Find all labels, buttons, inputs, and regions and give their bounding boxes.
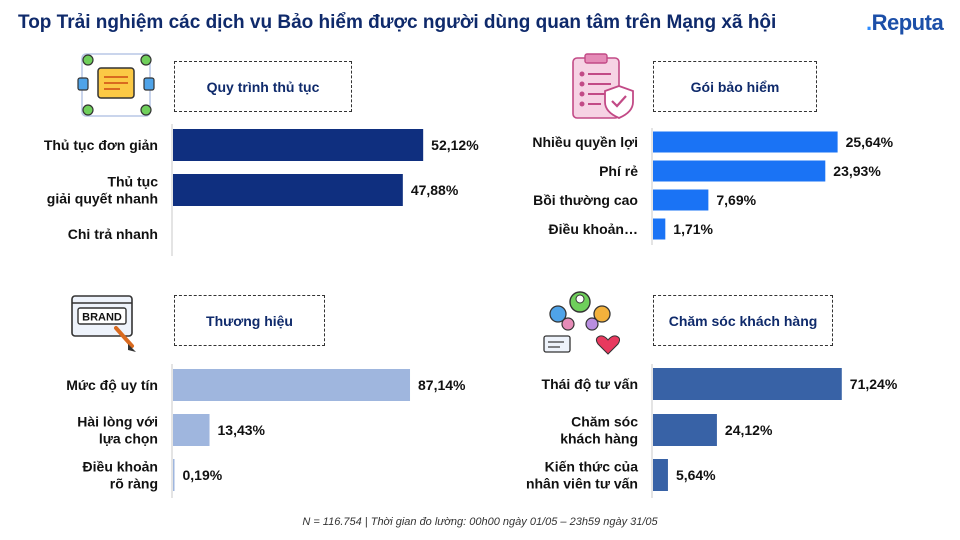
category-label: Mức độ uy tín (66, 377, 158, 393)
category-label: Điều khoản… (549, 221, 638, 237)
data-label: 25,64% (846, 134, 894, 150)
bar (653, 459, 668, 491)
data-label: 52,12% (431, 137, 479, 153)
bar (653, 160, 826, 182)
bar (173, 414, 210, 446)
bar (173, 174, 403, 206)
category-label: Thái độ tư vấn (542, 376, 638, 392)
category-box-customer-care: Chăm sóc khách hàng (653, 295, 833, 346)
data-label: 71,24% (850, 376, 898, 392)
bar-chart-panel-4: Thái độ tư vấn 71,24% Chăm sóc khách hàng 24… (526, 364, 898, 498)
bar (173, 369, 411, 401)
bar-chart-panel-1: Thủ tục đơn giản 52,12% Thủ tục giải quyết … (44, 124, 479, 256)
category-label: Điều khoản rõ ràng (83, 459, 158, 492)
bar-chart-panel-2: Nhiều quyền lợi 25,64% Phí rẻ 23,93% Bồi thư… (532, 128, 894, 245)
category-label: Thủ tục đơn giản (44, 137, 158, 153)
workflow-icon (77, 53, 155, 117)
data-label: 7,69% (716, 192, 756, 208)
category-label: Chăm sóc khách hàng (560, 414, 638, 447)
data-label: 1,71% (673, 221, 713, 237)
data-label: 87,14% (418, 377, 466, 393)
category-label: Bồi thường cao (533, 192, 638, 208)
category-box-brand: Thương hiệu (174, 295, 325, 346)
category-box-procedure: Quy trình thủ tục (174, 61, 352, 112)
svg-text:BRAND: BRAND (82, 312, 122, 324)
category-label: Chi trả nhanh (68, 226, 158, 242)
bar (653, 131, 838, 153)
insurance-checklist-icon (572, 53, 634, 119)
category-label: Nhiều quyền lợi (532, 134, 638, 150)
data-label: 13,43% (218, 422, 266, 438)
reputa-logo: .Reputa (866, 10, 944, 35)
customer-care-icon (543, 291, 620, 355)
data-label: 47,88% (411, 182, 459, 198)
page-title: Top Trải nghiệm các dịch vụ Bảo hiểm đượ… (18, 12, 777, 33)
data-label: 0,19% (183, 467, 223, 483)
data-label: 24,12% (725, 422, 773, 438)
bar (653, 414, 717, 446)
category-label: Hài lòng với lựa chọn (77, 414, 158, 447)
footnote: N = 116.754 | Thời gian đo lường: 00h00 … (302, 516, 658, 528)
bar (173, 459, 175, 491)
brand-icon: BRAND (71, 295, 136, 352)
category-label: Phí rẻ (599, 163, 638, 179)
bar (173, 129, 424, 161)
category-label: Kiến thức của nhân viên tư vấn (526, 459, 638, 492)
bar (653, 189, 709, 211)
data-label: 5,64% (676, 467, 716, 483)
bar-chart-panel-3: Mức độ uy tín 87,14% Hài lòng với lựa chọn 1… (66, 364, 466, 498)
bar (653, 368, 842, 400)
bar (653, 218, 666, 240)
category-box-insurance-package: Gói bảo hiểm (653, 61, 817, 112)
data-label: 23,93% (833, 163, 881, 179)
category-label: Thủ tục giải quyết nhanh (47, 174, 158, 207)
